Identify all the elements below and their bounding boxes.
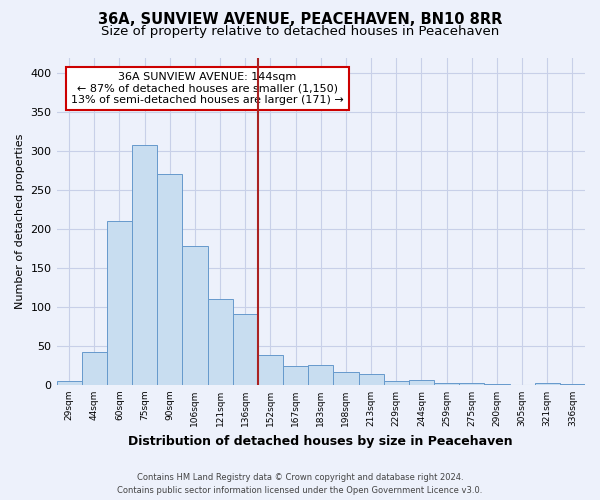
Text: Contains HM Land Registry data © Crown copyright and database right 2024.
Contai: Contains HM Land Registry data © Crown c… xyxy=(118,473,482,495)
Y-axis label: Number of detached properties: Number of detached properties xyxy=(15,134,25,309)
Text: Size of property relative to detached houses in Peacehaven: Size of property relative to detached ho… xyxy=(101,25,499,38)
Bar xyxy=(283,366,308,385)
Text: 36A SUNVIEW AVENUE: 144sqm
← 87% of detached houses are smaller (1,150)
13% of s: 36A SUNVIEW AVENUE: 144sqm ← 87% of deta… xyxy=(71,72,344,106)
Bar xyxy=(56,381,82,385)
Bar xyxy=(359,374,383,385)
Bar xyxy=(434,384,459,385)
Bar xyxy=(409,380,434,385)
Bar xyxy=(334,372,359,385)
Bar xyxy=(132,145,157,385)
Bar xyxy=(182,246,208,385)
Bar xyxy=(208,299,233,385)
Text: 36A, SUNVIEW AVENUE, PEACEHAVEN, BN10 8RR: 36A, SUNVIEW AVENUE, PEACEHAVEN, BN10 8R… xyxy=(98,12,502,28)
Bar xyxy=(459,384,484,385)
Bar xyxy=(484,384,509,385)
Bar xyxy=(107,221,132,385)
Bar xyxy=(82,352,107,385)
Bar xyxy=(535,384,560,385)
Bar xyxy=(560,384,585,385)
Bar xyxy=(383,381,409,385)
Bar xyxy=(258,356,283,385)
X-axis label: Distribution of detached houses by size in Peacehaven: Distribution of detached houses by size … xyxy=(128,434,513,448)
Bar xyxy=(308,364,334,385)
Bar xyxy=(157,174,182,385)
Bar xyxy=(233,314,258,385)
